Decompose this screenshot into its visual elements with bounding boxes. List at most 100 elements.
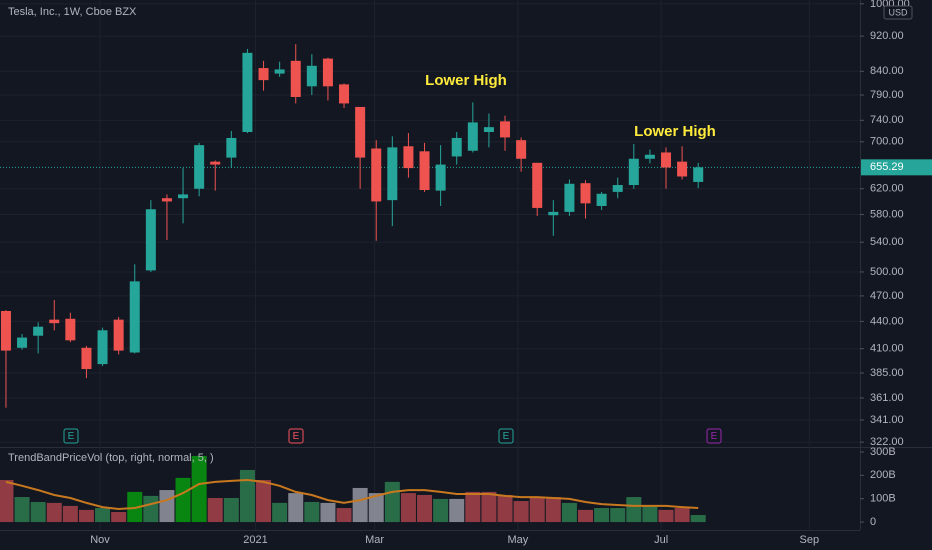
event-label: E [68,431,75,442]
volume-bar [417,494,433,523]
y-tick-label: 740.00 [870,114,904,126]
candle-body [580,183,591,204]
candle-body [516,140,527,159]
candle-body [274,69,285,74]
candle-body [644,154,655,159]
volume-bar [626,497,642,523]
volume-bar [62,505,78,523]
y-tick-label: 920.00 [870,30,904,42]
candle-body [161,198,172,202]
candle-body [242,52,253,132]
x-tick-label: Nov [90,534,110,546]
annotation: Lower High [425,72,507,89]
y-tick-label: 385.00 [870,367,904,379]
volume-bar [320,502,336,523]
moving-average-line [5,478,699,511]
candle-body [0,310,11,351]
candle-body [483,127,494,132]
candle-body [387,147,398,201]
y-tick-label: 540.00 [870,236,904,248]
currency-label: USD [888,7,908,17]
volume-bar [288,493,304,523]
y-tick-label: 100B [870,493,896,505]
volume-bar [433,498,449,523]
event-marker [288,428,304,444]
candle-body [419,151,430,190]
candle-body [612,185,623,192]
volume-bar [272,502,288,523]
volume-bar [578,509,594,523]
volume-bar [159,490,175,523]
candle-body [467,122,478,151]
volume-bar [497,494,513,523]
y-tick-label: 440.00 [870,315,904,327]
candle-body [290,60,301,97]
annotation: Lower High [634,123,716,140]
volume-bar [78,509,94,523]
candle-body [306,65,317,87]
volume-bar [642,505,658,523]
candle-body [113,319,124,351]
candle-body [371,148,382,202]
last-price-box [861,159,932,176]
y-tick-label: 322.00 [870,436,904,448]
volume-bar [690,515,706,523]
candle-body [49,319,60,324]
candle-body [677,161,688,177]
volume-bar [30,501,46,523]
volume-bar [674,508,690,523]
event-label: E [711,431,718,442]
indicator-title: TrendBandPriceVol (top, right, normal, 5… [8,452,214,464]
volume-bar [481,491,497,523]
candle-body [596,193,607,206]
volume-bar [465,491,481,523]
event-label: E [503,431,510,442]
x-tick-label: Mar [365,534,384,546]
volume-bar [610,508,626,523]
y-tick-label: 470.00 [870,290,904,302]
candle-body [532,162,543,208]
x-tick-label: May [508,534,529,546]
last-price-label: 655.29 [870,161,904,173]
y-tick-label: 1000.00 [870,0,910,10]
event-marker [706,428,722,444]
candle-body [97,330,108,365]
candle-body [355,106,366,158]
candle-body [435,164,446,191]
volume-bar [594,508,610,523]
candle-body [81,347,92,370]
volume-bar [95,508,111,523]
y-tick-label: 580.00 [870,208,904,220]
event-marker [63,428,79,444]
x-tick-label: 2021 [243,534,267,546]
candle-body [226,137,237,158]
y-tick-label: 361.00 [870,392,904,404]
y-tick-label: 840.00 [870,65,904,77]
candle-body [500,121,511,138]
candle-body [403,146,414,169]
currency-box [883,5,913,20]
volume-bar [658,509,674,523]
candle-body [322,58,333,87]
candle-body [661,152,672,168]
volume-bar [400,493,416,523]
candle-body [451,137,462,157]
volume-bar [0,480,14,523]
volume-bar [191,455,207,523]
volume-bar [46,502,62,523]
volume-bar [175,477,191,523]
y-tick-label: 0 [870,516,876,528]
volume-bar [449,498,465,523]
marks [0,44,706,523]
y-tick-label: 790.00 [870,89,904,101]
candle-body [564,183,575,212]
volume-bar [143,495,159,523]
x-tick-label: Jul [654,534,668,546]
y-tick-label: 341.00 [870,414,904,426]
volume-bar [529,497,545,523]
volume-bar [368,493,384,523]
candle-body [145,209,156,271]
y-tick-label: 410.00 [870,343,904,355]
